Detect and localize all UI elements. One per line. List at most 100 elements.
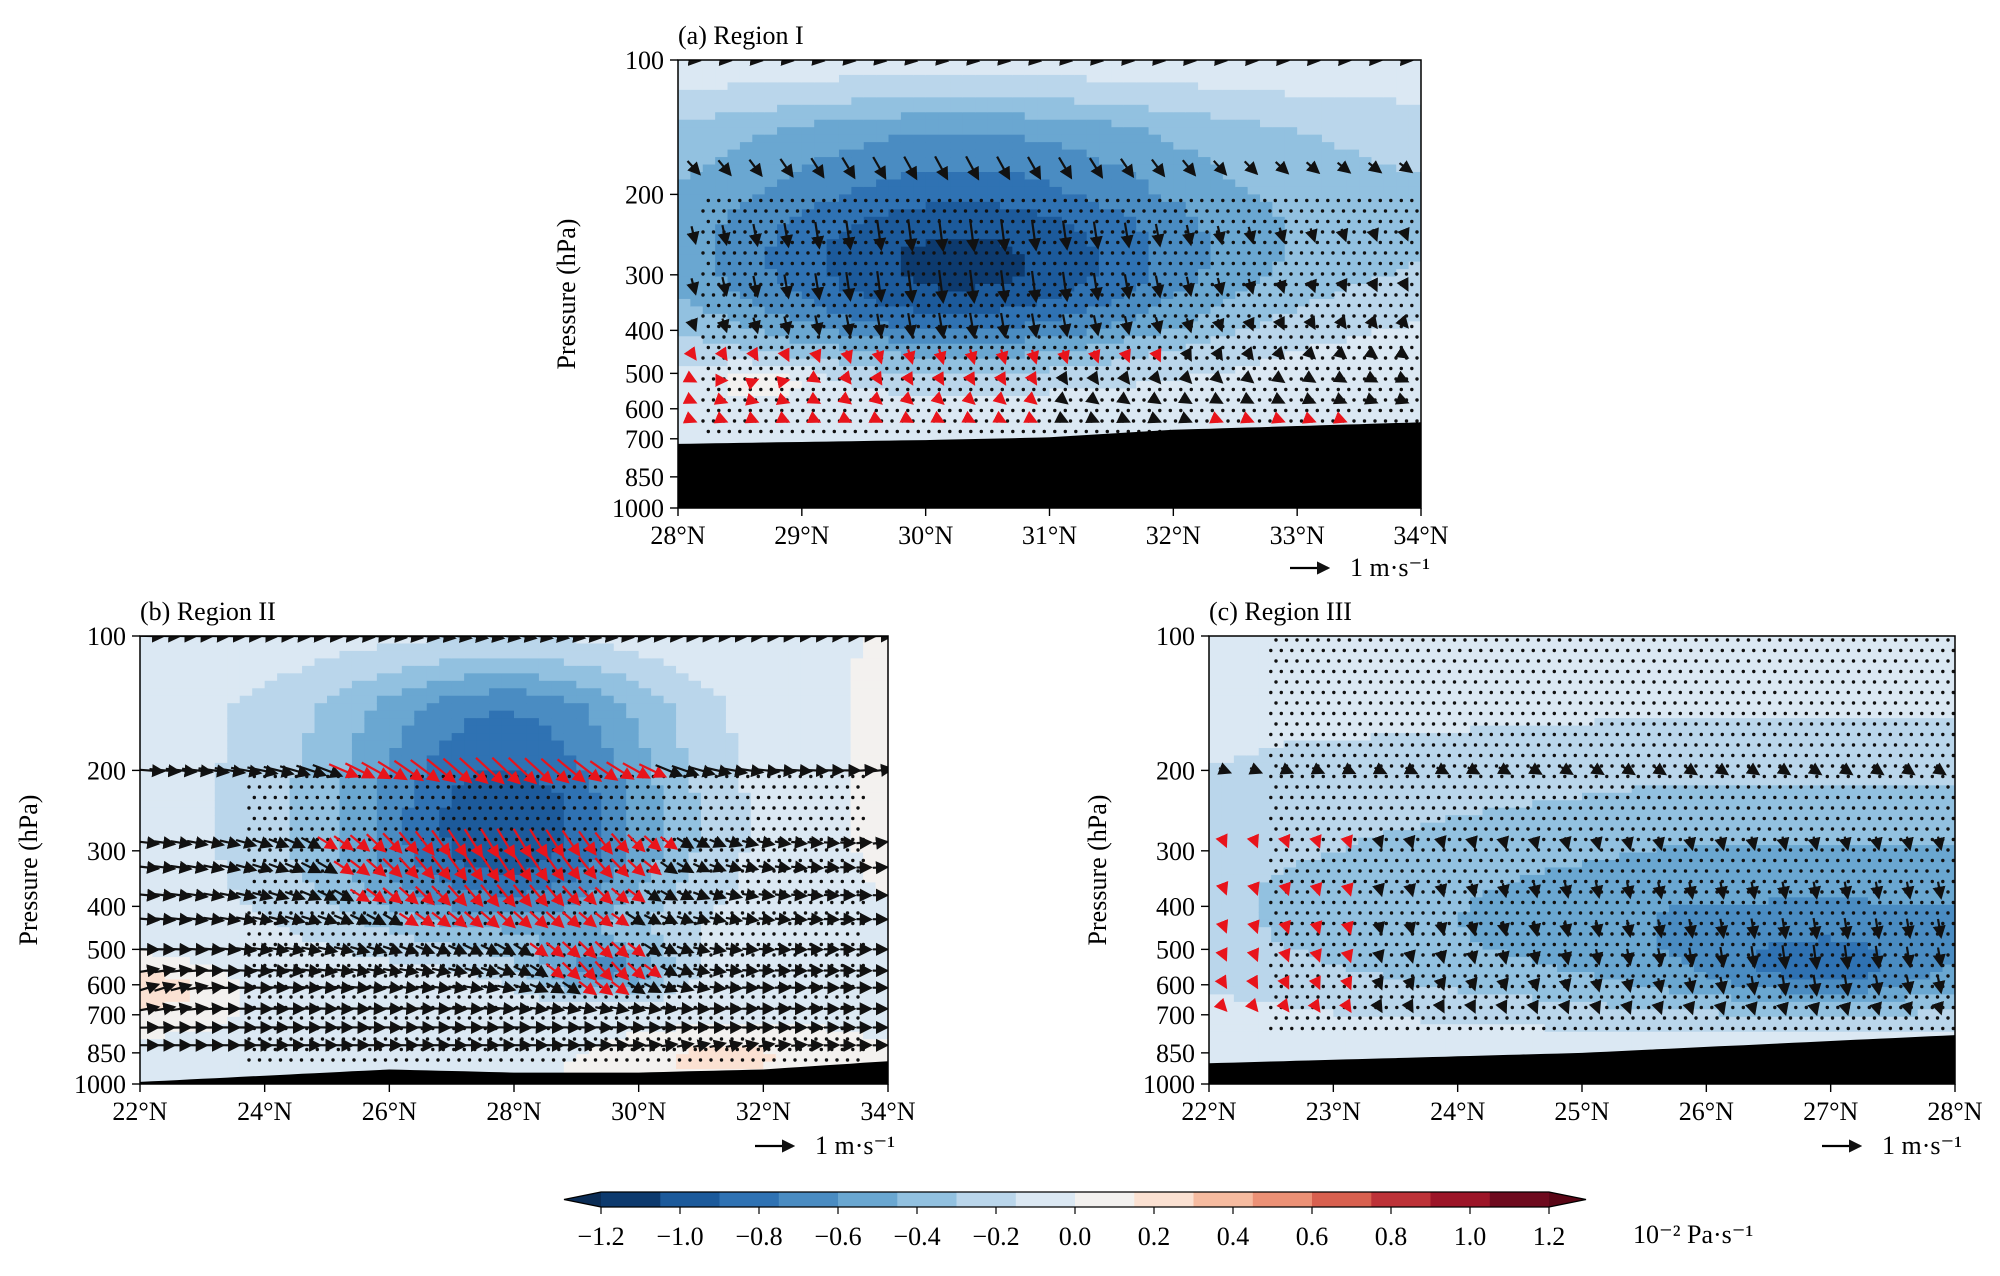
wind-vector <box>561 961 581 981</box>
wind-vector <box>966 269 980 304</box>
wind-vector <box>1149 347 1162 363</box>
wind-vector <box>1713 1001 1727 1016</box>
wind-vector <box>685 317 698 333</box>
wind-vector <box>594 940 614 959</box>
wind-vector <box>1212 277 1226 297</box>
wind-vector <box>415 963 436 977</box>
wind-vector <box>252 888 274 902</box>
wind-vector <box>284 861 306 874</box>
wind-vector <box>1086 370 1100 386</box>
wind-vector <box>996 156 1011 181</box>
wind-vector <box>350 942 371 956</box>
wind-vector <box>1590 948 1604 966</box>
wind-vector <box>448 980 468 995</box>
wind-vector <box>1465 950 1479 965</box>
wind-vector <box>219 912 242 926</box>
x-tick-label: 28°N <box>486 1097 541 1126</box>
wind-vector <box>382 832 403 854</box>
wind-vector <box>1055 370 1069 386</box>
wind-vector <box>529 910 549 929</box>
wind-vector <box>1212 225 1226 246</box>
reference-vector-label: 1 m·s⁻¹ <box>1350 553 1430 582</box>
wind-vector <box>758 888 776 902</box>
wind-vector <box>1808 944 1822 971</box>
wind-vector <box>851 763 878 777</box>
wind-vector <box>660 963 679 977</box>
wind-vector <box>186 888 209 902</box>
wind-vector <box>823 835 841 850</box>
x-tick-label: 32°N <box>736 1097 791 1126</box>
wind-vector <box>682 370 698 383</box>
wind-vector <box>398 856 419 879</box>
wind-vector <box>1309 834 1322 849</box>
wind-vector <box>1558 977 1572 993</box>
wind-vector <box>872 313 886 338</box>
x-tick-label: 28°N <box>1927 1097 1982 1126</box>
wind-vector <box>930 391 945 405</box>
wind-vector <box>203 1002 226 1016</box>
wind-vector <box>415 1002 436 1016</box>
wind-vector <box>725 963 744 977</box>
wind-vector <box>431 855 451 881</box>
wind-vector <box>623 636 652 643</box>
wind-vector <box>1495 999 1508 1015</box>
wind-vector <box>1363 345 1379 359</box>
wind-vector <box>1087 348 1101 364</box>
wind-vector <box>1244 997 1259 1013</box>
panel-title: (c) Region III <box>1209 597 1352 626</box>
wind-vector <box>1270 370 1286 384</box>
wind-vector <box>300 861 323 874</box>
wind-vector <box>1683 762 1699 776</box>
wind-vector <box>868 391 883 405</box>
wind-vector <box>1240 346 1255 361</box>
wind-vector <box>1395 314 1409 329</box>
wind-vector <box>610 858 630 878</box>
wind-vector <box>545 981 565 994</box>
wind-vector <box>154 860 177 874</box>
wind-vector <box>252 942 274 956</box>
wind-vector <box>578 856 597 880</box>
panel-title: (a) Region I <box>678 21 804 50</box>
wind-vector <box>285 1002 307 1016</box>
wind-vector <box>1026 349 1040 365</box>
y-tick-label: 300 <box>625 261 664 290</box>
colorbar-tick-label: −0.6 <box>814 1222 861 1251</box>
wind-vector <box>965 312 979 339</box>
wind-vector <box>186 860 209 874</box>
wind-vector <box>1058 220 1072 251</box>
wind-vector <box>1403 762 1419 775</box>
wind-vector <box>1371 948 1385 964</box>
wind-vector <box>203 981 226 995</box>
wind-vector <box>1178 370 1193 385</box>
wind-vector <box>563 636 587 643</box>
wind-vector <box>301 963 323 977</box>
wind-vector <box>252 963 274 978</box>
wind-vector <box>496 828 516 859</box>
wind-vector <box>1116 391 1131 405</box>
wind-vector <box>513 943 533 956</box>
y-tick-label: 500 <box>625 359 664 388</box>
wind-vector <box>1243 278 1256 295</box>
wind-vector <box>1807 1001 1820 1017</box>
wind-vector <box>1365 277 1378 293</box>
wind-vector <box>333 942 355 956</box>
wind-vector <box>578 940 597 959</box>
wind-vector <box>463 828 484 859</box>
x-tick-label: 32°N <box>1146 521 1201 550</box>
wind-vector <box>448 963 468 977</box>
wind-vector <box>807 912 825 926</box>
wind-vector <box>186 912 209 926</box>
wind-vector <box>809 348 822 364</box>
wind-vector <box>1246 974 1259 990</box>
wind-vector <box>725 942 744 956</box>
wind-vector <box>779 274 793 300</box>
wind-vector <box>170 836 193 850</box>
wind-vector <box>737 764 765 778</box>
wind-vector <box>203 836 226 849</box>
wind-vector <box>1340 975 1353 991</box>
wind-vector <box>725 912 744 926</box>
wind-vector <box>758 1039 776 1053</box>
wind-vector <box>1058 156 1073 180</box>
wind-vector <box>1433 835 1447 850</box>
wind-vector <box>464 1002 485 1016</box>
